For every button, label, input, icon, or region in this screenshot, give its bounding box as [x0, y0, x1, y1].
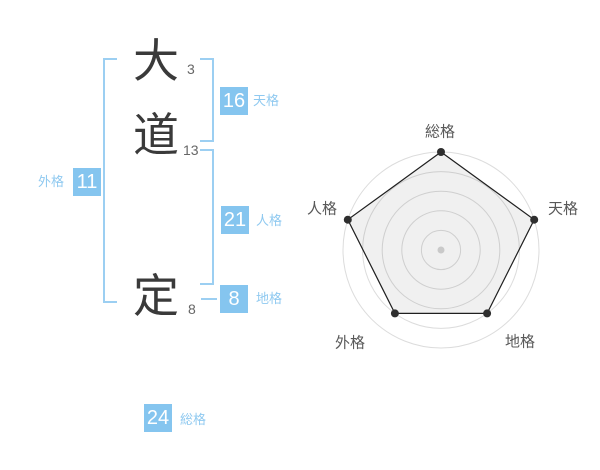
radar-data-point	[390, 309, 399, 318]
radar-data-point	[343, 215, 352, 224]
stroke-count-2: 13	[183, 142, 199, 158]
gaikaku-bracket	[103, 58, 117, 303]
radar-axis-label: 人格	[307, 200, 337, 217]
radar-grid-ring	[381, 190, 501, 310]
name-character-2: 道	[133, 109, 179, 161]
stroke-count-3: 8	[188, 301, 196, 317]
tenkaku-value-badge: 16	[220, 87, 248, 115]
soukaku-label: 総格	[180, 412, 207, 427]
name-character-3: 定	[133, 270, 179, 322]
radar-axis-label: 外格	[335, 334, 365, 351]
jinkaku-bracket	[200, 149, 214, 285]
tenkaku-label: 天格	[253, 93, 280, 108]
radar-axis-label: 天格	[548, 200, 578, 217]
radar-axis-label: 地格	[505, 333, 535, 350]
jinkaku-label: 人格	[256, 213, 283, 228]
radar-grid-ring	[401, 210, 481, 290]
stroke-count-1: 3	[187, 61, 195, 77]
gaikaku-label: 外格	[38, 174, 65, 189]
soukaku-value-badge: 24	[144, 404, 172, 432]
radar-data-point	[483, 309, 492, 318]
radar-center-dot	[437, 246, 445, 254]
name-character-1: 大	[133, 35, 179, 87]
chikaku-bracket	[201, 298, 217, 300]
radar-data-point	[530, 215, 539, 224]
radar-data-point	[437, 148, 445, 156]
chikaku-label: 地格	[256, 291, 283, 306]
gaikaku-value-badge: 11	[73, 168, 101, 196]
tenkaku-bracket	[200, 58, 214, 142]
chikaku-value-badge: 8	[220, 285, 248, 313]
jinkaku-value-badge: 21	[221, 206, 249, 234]
radar-axis-label: 総格	[425, 123, 455, 140]
radar-grid-ring	[420, 229, 462, 271]
radar-data-polygon	[347, 151, 535, 314]
